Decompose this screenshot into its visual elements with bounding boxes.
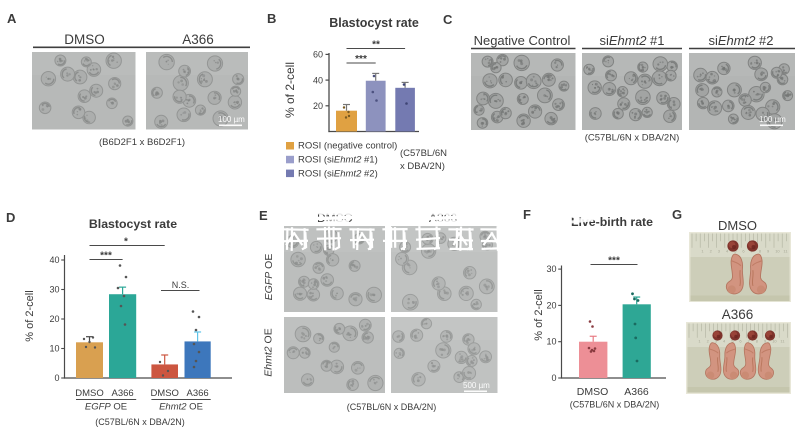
svg-text:DMSO: DMSO [75, 388, 104, 399]
svg-text:(C57BL/6N x DBA/2N): (C57BL/6N x DBA/2N) [347, 402, 437, 412]
svg-text:8: 8 [756, 339, 759, 344]
svg-text:10: 10 [775, 248, 780, 253]
svg-text:5: 5 [734, 248, 737, 253]
svg-text:A366: A366 [722, 307, 754, 322]
svg-text:(C57BL/6N: (C57BL/6N [400, 148, 447, 159]
svg-text:DMSO: DMSO [150, 388, 179, 399]
svg-text:siEhmt2 #1: siEhmt2 #1 [599, 33, 664, 48]
svg-text:11: 11 [780, 339, 785, 344]
svg-text:6: 6 [739, 339, 742, 344]
svg-text:9: 9 [764, 339, 767, 344]
svg-text:A366: A366 [187, 388, 209, 399]
svg-text:3: 3 [715, 339, 718, 344]
svg-text:20: 20 [49, 314, 59, 324]
svg-text:4: 4 [723, 339, 726, 344]
svg-text:% of 2-cell: % of 2-cell [24, 290, 36, 341]
svg-text:Ehmt2 OE: Ehmt2 OE [263, 328, 275, 376]
svg-text:20: 20 [313, 101, 323, 111]
svg-text:G: G [672, 207, 682, 222]
svg-text:2: 2 [707, 339, 710, 344]
svg-text:F: F [523, 207, 531, 222]
svg-text:DMSO: DMSO [577, 386, 609, 398]
svg-text:3: 3 [718, 248, 721, 253]
svg-text:EGFP OE: EGFP OE [85, 402, 127, 413]
svg-text:Blastocyst rate: Blastocyst rate [329, 16, 419, 30]
svg-text:Live-birth rate: Live-birth rate [571, 215, 653, 229]
svg-text:Ehmt2 OE: Ehmt2 OE [159, 402, 203, 413]
svg-text:1: 1 [701, 248, 704, 253]
svg-text:EGFP OE: EGFP OE [263, 254, 275, 301]
svg-text:DMSO: DMSO [64, 32, 105, 47]
svg-text:N.S.: N.S. [172, 280, 190, 290]
svg-text:20: 20 [546, 300, 556, 310]
svg-text:100 µm: 100 µm [218, 115, 245, 124]
svg-text:A: A [7, 11, 17, 26]
svg-text:ROSI (negative control): ROSI (negative control) [298, 141, 397, 152]
svg-text:10: 10 [772, 339, 777, 344]
svg-text:1: 1 [698, 339, 701, 344]
svg-text:10: 10 [49, 344, 59, 354]
svg-text:4: 4 [726, 248, 729, 253]
svg-text:**: ** [372, 40, 380, 51]
svg-text:500 µm: 500 µm [463, 381, 490, 390]
svg-text:(C57BL/6N x DBA/2N): (C57BL/6N x DBA/2N) [570, 400, 660, 410]
svg-text:A366: A366 [624, 386, 649, 398]
svg-text:2: 2 [710, 248, 713, 253]
svg-text:100 µm: 100 µm [759, 115, 786, 124]
svg-text:40: 40 [49, 255, 59, 265]
svg-text:***: *** [608, 256, 620, 267]
svg-text:7: 7 [748, 339, 751, 344]
svg-text:B: B [267, 11, 276, 26]
svg-text:DMSO: DMSO [718, 218, 757, 233]
svg-text:Negative Control: Negative Control [474, 33, 571, 48]
svg-text:ROSI (siEhmt2 #2): ROSI (siEhmt2 #2) [298, 168, 378, 179]
svg-text:(C57BL/6N x DBA/2N): (C57BL/6N x DBA/2N) [585, 133, 680, 144]
svg-text:0: 0 [551, 373, 556, 383]
svg-text:*: * [124, 237, 128, 248]
svg-text:Blastocyst rate: Blastocyst rate [89, 217, 177, 231]
svg-text:10: 10 [546, 337, 556, 347]
svg-text:30: 30 [546, 264, 556, 274]
svg-text:8: 8 [759, 248, 762, 253]
svg-text:***: *** [355, 54, 367, 65]
svg-text:***: *** [100, 251, 112, 262]
svg-text:D: D [6, 210, 15, 225]
svg-text:0: 0 [54, 373, 59, 383]
svg-text:9: 9 [767, 248, 770, 253]
svg-text:A366: A366 [112, 388, 134, 399]
svg-text:40: 40 [313, 75, 323, 85]
svg-text:6: 6 [742, 248, 745, 253]
svg-text:(B6D2F1 x B6D2F1): (B6D2F1 x B6D2F1) [99, 137, 185, 148]
svg-text:60: 60 [313, 50, 323, 60]
svg-text:ROSI (siEhmt2 #1): ROSI (siEhmt2 #1) [298, 155, 378, 166]
svg-text:(C57BL/6N x DBA/2N): (C57BL/6N x DBA/2N) [95, 417, 185, 427]
svg-text:% of 2-cell: % of 2-cell [533, 289, 545, 340]
svg-text:% of 2-cell: % of 2-cell [283, 62, 297, 118]
svg-text:siEhmt2 #2: siEhmt2 #2 [708, 33, 773, 48]
svg-text:5: 5 [731, 339, 734, 344]
svg-text:11: 11 [783, 248, 788, 253]
svg-text:E: E [259, 208, 268, 223]
svg-text:30: 30 [49, 285, 59, 295]
svg-text:C: C [443, 12, 453, 27]
svg-text:x DBA/2N): x DBA/2N) [400, 161, 445, 172]
svg-text:A366: A366 [182, 32, 214, 47]
